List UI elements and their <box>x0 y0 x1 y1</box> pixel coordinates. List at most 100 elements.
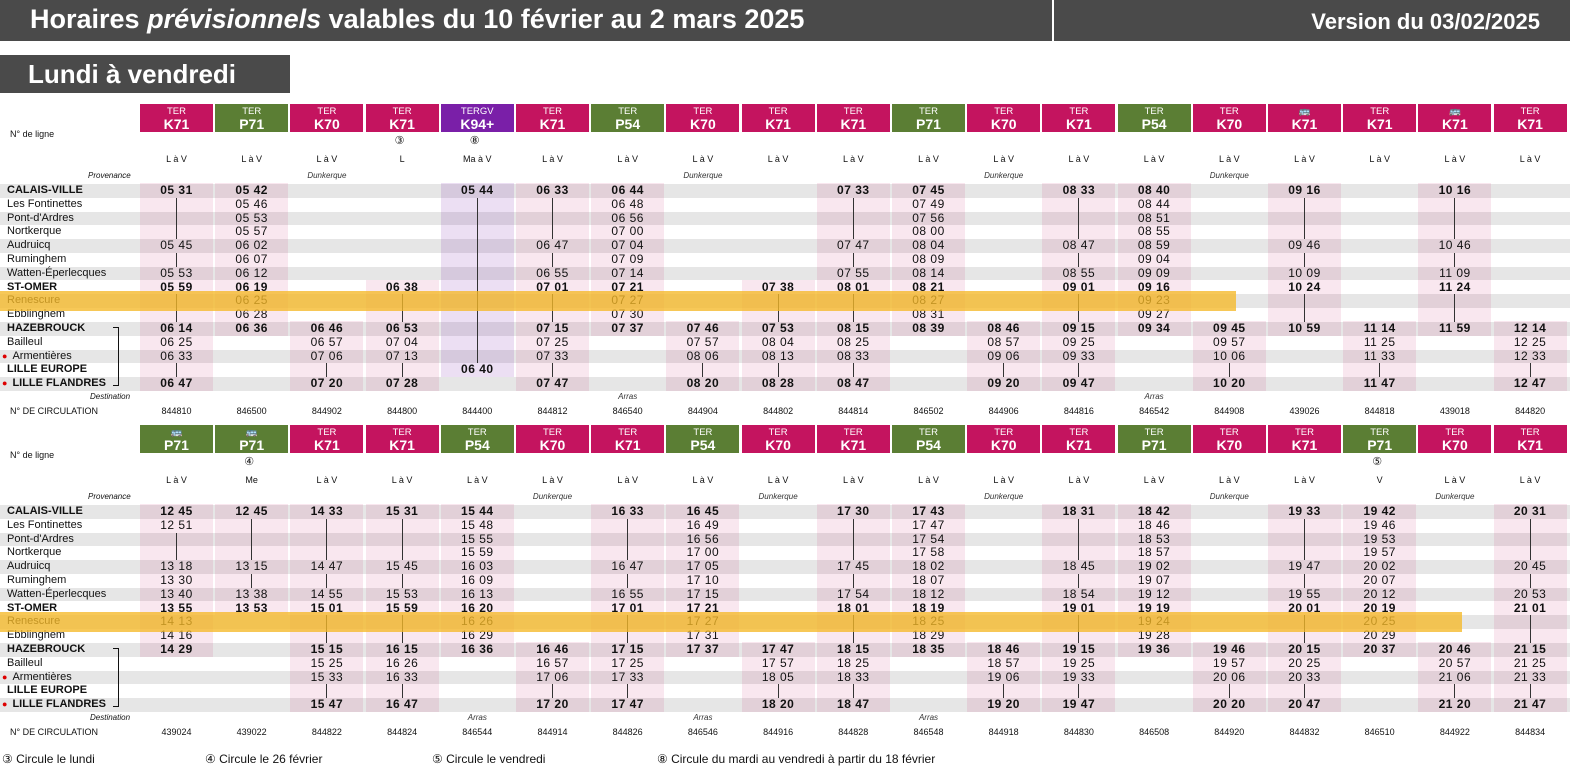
row-band <box>0 377 1570 391</box>
train-header: TER K70 <box>516 425 589 453</box>
pass-through-line <box>1454 308 1456 322</box>
departure-time: 14 29 <box>160 642 193 656</box>
pass-through-line <box>401 532 403 547</box>
departure-time: 20 46 <box>1438 642 1472 656</box>
departure-time: 20 53 <box>1513 586 1547 601</box>
train-header: TER K70 <box>1192 104 1266 132</box>
departure-time: 14 33 <box>310 504 344 518</box>
departure-time: 17 01 <box>611 600 644 615</box>
line-code: K71 <box>539 116 566 132</box>
train-kind: TER <box>693 427 713 438</box>
train-kind: TER <box>392 427 412 438</box>
pass-through-line <box>1529 615 1531 630</box>
pass-through-line <box>1304 629 1305 643</box>
circulation-number: 844830 <box>1063 727 1094 737</box>
departure-time: 10 09 <box>1288 265 1321 280</box>
train-kind: TER <box>919 106 938 117</box>
departure-time: 09 20 <box>987 376 1020 391</box>
train-header: TER P71 <box>215 104 289 132</box>
departure-time: 17 06 <box>536 669 569 684</box>
train-header: TER P54 <box>892 425 965 453</box>
departure-time: 16 55 <box>611 586 644 601</box>
column-band <box>741 642 815 712</box>
departure-time: 18 25 <box>837 655 870 670</box>
provenance-label: Provenance <box>88 171 131 180</box>
service-days: L à V <box>1218 475 1240 485</box>
circulation-number: 844826 <box>612 727 643 737</box>
pass-through-line <box>401 518 403 533</box>
departure-time: 20 15 <box>1288 642 1321 656</box>
line-code: K70 <box>990 116 1017 132</box>
bus-icon: 🚌 <box>170 427 183 438</box>
departure-time: 20 25 <box>1288 655 1321 670</box>
departure-time: 19 33 <box>1062 669 1096 684</box>
station-name: ST-OMER <box>7 602 57 616</box>
departure-time: 08 20 <box>686 376 720 391</box>
line-code: P71 <box>1141 437 1167 453</box>
pass-through-line <box>1304 197 1305 212</box>
station-marker: ● <box>2 699 8 710</box>
train-header: TER K71 <box>816 425 890 453</box>
line-code: K70 <box>765 437 791 453</box>
departure-time: 12 45 <box>235 504 268 518</box>
departure-time: 07 33 <box>536 348 569 363</box>
station-label: Audruicq <box>7 560 51 573</box>
train-header: 🚌 P71 <box>140 425 213 453</box>
departure-time: 11 33 <box>1363 348 1396 363</box>
circulation-number: 846508 <box>1139 727 1170 737</box>
origin-label: Dunkerque <box>683 171 723 180</box>
pass-through-line <box>476 322 478 336</box>
departure-time: 13 18 <box>160 559 193 574</box>
station-label: ST-OMER <box>7 280 58 293</box>
departure-time: 09 09 <box>1137 265 1171 280</box>
departure-time: 06 19 <box>235 279 268 294</box>
line-code: P54 <box>464 437 490 453</box>
departure-time: 12 47 <box>1513 376 1547 391</box>
train-kind: TER <box>1520 106 1540 117</box>
service-days: L à V <box>241 154 263 164</box>
pass-through-line <box>1304 253 1305 267</box>
departure-time: 07 49 <box>912 196 945 211</box>
departure-time: 16 03 <box>461 559 494 574</box>
departure-time: 06 33 <box>160 348 193 363</box>
departure-time: 07 46 <box>686 321 720 335</box>
train-kind: TER <box>994 427 1014 438</box>
departure-time: 20 02 <box>1363 559 1396 574</box>
departure-time: 19 47 <box>1288 559 1321 574</box>
circulation-number: 844816 <box>1063 406 1094 416</box>
departure-time: 20 31 <box>1513 504 1547 518</box>
train-header: 🚌 K71 <box>1268 104 1341 132</box>
line-code: K94+ <box>460 116 495 132</box>
departure-time: 14 47 <box>310 559 344 574</box>
departure-time: 17 30 <box>837 504 870 518</box>
line-code: K71 <box>163 116 190 132</box>
departure-time: 06 36 <box>235 321 268 335</box>
line-code: P71 <box>239 116 265 132</box>
station-name: Pont-d'Ardres <box>7 533 74 547</box>
station-name: ● Armentières <box>2 671 72 685</box>
pass-through-line <box>852 532 854 547</box>
pass-through-line <box>326 518 328 533</box>
service-days: L à V <box>1218 154 1240 164</box>
circulation-number: 844812 <box>537 406 568 416</box>
pass-through-line <box>627 574 629 588</box>
pass-through-line <box>1304 308 1305 322</box>
train-kind: TER <box>843 427 863 438</box>
footnote-marker: ④ <box>244 456 255 468</box>
departure-time: 08 15 <box>837 321 870 335</box>
departure-time: 17 15 <box>611 642 644 656</box>
pass-through-line <box>1304 294 1305 309</box>
train-header: 🚌 K71 <box>1418 104 1492 132</box>
departure-time: 07 33 <box>837 183 870 197</box>
departure-time: 17 10 <box>686 573 720 587</box>
departure-time: 19 20 <box>987 697 1020 712</box>
departure-time: 18 47 <box>837 697 870 712</box>
train-kind: TER <box>317 106 337 117</box>
departure-time: 17 37 <box>686 642 720 656</box>
footnote-26-february: ④ Circule le 26 février <box>205 752 323 766</box>
line-code: K71 <box>1291 437 1318 453</box>
origin-label: Dunkerque <box>1209 492 1249 501</box>
destination-label: Destination <box>90 392 131 401</box>
departure-time: 07 04 <box>611 238 644 253</box>
service-days: L à V <box>316 475 338 485</box>
